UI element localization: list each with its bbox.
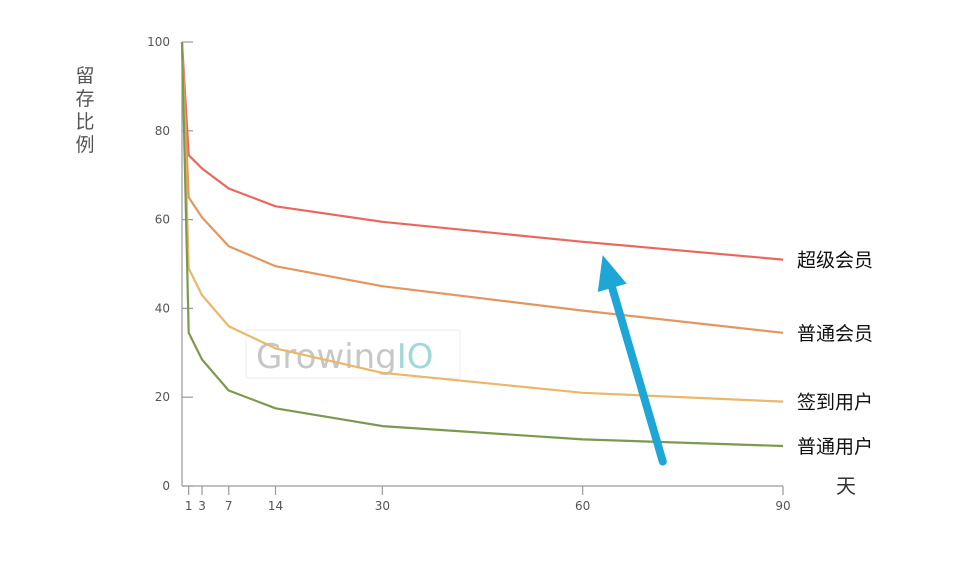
x-tick-label: 7 xyxy=(225,499,233,513)
y-tick-label: 100 xyxy=(147,35,170,49)
y-tick-label: 60 xyxy=(155,213,170,227)
series-line xyxy=(180,41,784,403)
series-line xyxy=(180,41,784,334)
x-tick-label: 3 xyxy=(198,499,206,513)
watermark-suffix: IO xyxy=(397,337,434,377)
x-ticks: 1 3 7 14 30 60 90 xyxy=(185,486,791,513)
series-label: 签到用户 xyxy=(797,392,873,414)
x-tick-label: 1 xyxy=(185,499,193,513)
y-tick-label: 40 xyxy=(155,301,170,315)
x-tick-label: 14 xyxy=(268,499,283,513)
series-label: 普通会员 xyxy=(797,323,873,345)
series-line xyxy=(180,41,784,261)
series-line xyxy=(180,41,784,448)
series-label: 超级会员 xyxy=(797,250,873,272)
x-tick-label: 90 xyxy=(775,499,790,513)
x-tick-label: 30 xyxy=(375,499,390,513)
y-tick-label: 20 xyxy=(155,390,170,404)
series-label: 普通用户 xyxy=(797,436,873,458)
x-axis-label: 天 xyxy=(836,474,856,498)
y-tick-label: 80 xyxy=(155,124,170,138)
axes xyxy=(181,42,783,487)
y-tick-label: 0 xyxy=(162,479,170,493)
annotation-arrow xyxy=(597,255,667,466)
arrow-shaft xyxy=(608,283,667,466)
arrow-head xyxy=(597,255,627,292)
svg-text:GrowingIO: GrowingIO xyxy=(256,337,434,377)
y-ticks: 0 20 40 60 80 100 xyxy=(147,35,193,493)
x-tick-label: 60 xyxy=(575,499,590,513)
y-axis-label: 留存比例 xyxy=(75,65,94,156)
series-group xyxy=(180,41,784,448)
watermark: GrowingIO xyxy=(245,329,461,379)
